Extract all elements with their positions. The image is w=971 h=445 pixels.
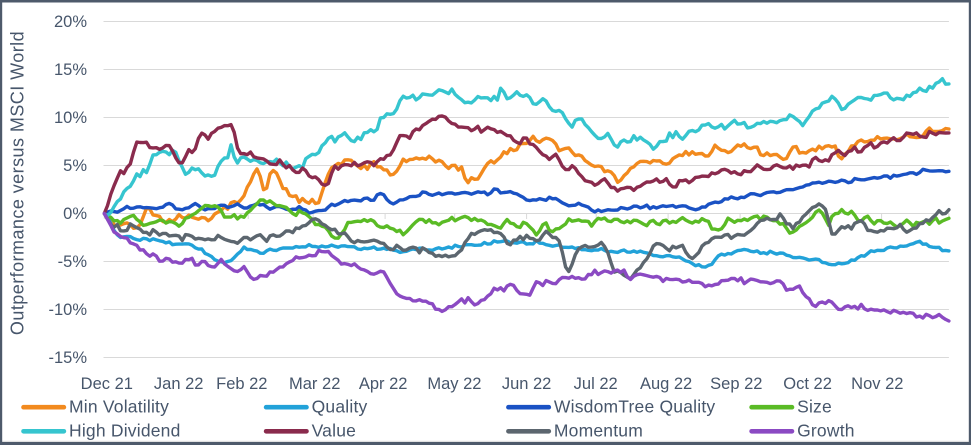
svg-text:5%: 5% <box>63 157 87 175</box>
svg-text:Min Volatility: Min Volatility <box>69 396 169 416</box>
svg-text:20%: 20% <box>54 13 87 31</box>
svg-text:0%: 0% <box>63 205 87 223</box>
svg-text:15%: 15% <box>54 61 87 79</box>
svg-text:Feb 22: Feb 22 <box>216 375 267 393</box>
svg-text:Jan 22: Jan 22 <box>154 375 204 393</box>
svg-text:Apr 22: Apr 22 <box>359 375 408 393</box>
svg-text:-5%: -5% <box>58 253 88 271</box>
svg-text:Size: Size <box>797 396 832 416</box>
svg-text:Jul 22: Jul 22 <box>574 375 618 393</box>
svg-text:Jun 22: Jun 22 <box>502 375 552 393</box>
svg-text:Dec 21: Dec 21 <box>81 375 133 393</box>
svg-text:Sep 22: Sep 22 <box>710 375 762 393</box>
svg-text:Momentum: Momentum <box>554 421 643 441</box>
svg-text:10%: 10% <box>54 109 87 127</box>
svg-text:Outperformance versus MSCI Wor: Outperformance versus MSCI World <box>8 31 28 335</box>
svg-text:-15%: -15% <box>48 349 87 367</box>
svg-text:WisdomTree Quality: WisdomTree Quality <box>554 396 716 416</box>
svg-text:Value: Value <box>312 421 356 441</box>
svg-text:Growth: Growth <box>797 421 855 441</box>
svg-text:High Dividend: High Dividend <box>69 421 181 441</box>
svg-text:Aug 22: Aug 22 <box>640 375 692 393</box>
svg-text:Quality: Quality <box>312 396 368 416</box>
svg-text:-10%: -10% <box>48 301 87 319</box>
svg-text:Mar 22: Mar 22 <box>289 375 340 393</box>
svg-text:Oct 22: Oct 22 <box>783 375 832 393</box>
svg-text:Nov 22: Nov 22 <box>851 375 903 393</box>
svg-text:May 22: May 22 <box>427 375 481 393</box>
